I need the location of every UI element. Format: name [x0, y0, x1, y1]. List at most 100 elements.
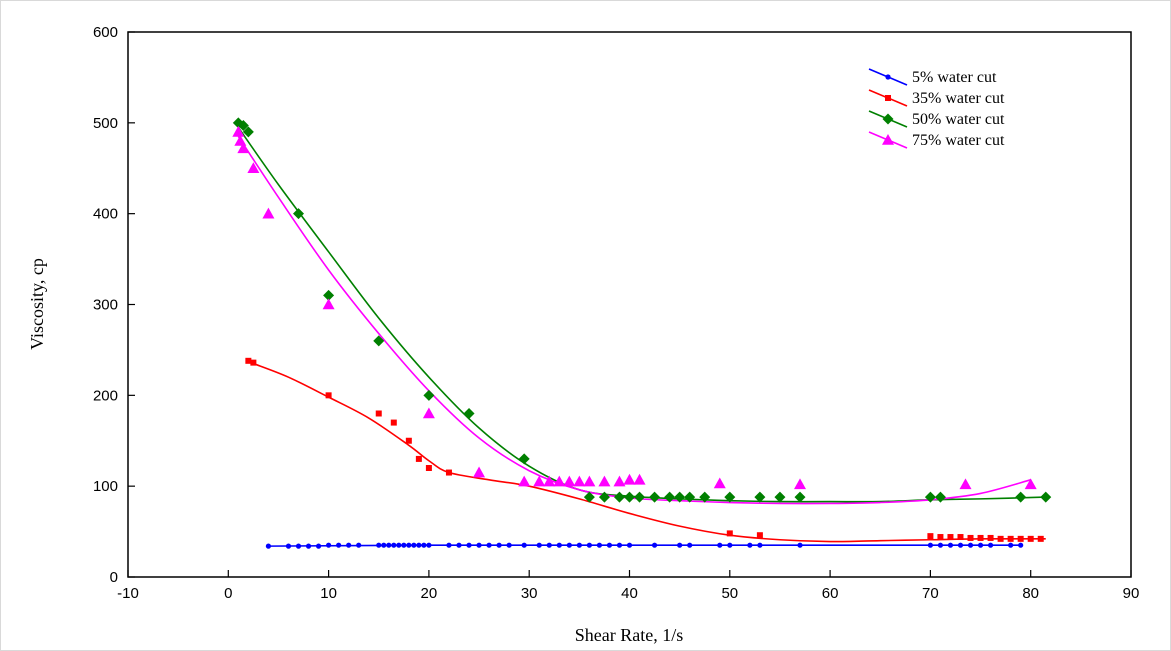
series-2-points [232, 117, 1052, 503]
data-point-square [947, 534, 954, 541]
data-point-square [375, 410, 382, 417]
data-point-circle [947, 542, 954, 548]
legend-label: 50% water cut [912, 111, 1005, 128]
data-point-square [756, 532, 763, 539]
data-point-diamond [583, 491, 595, 503]
data-point-circle [386, 542, 392, 548]
x-tick-label: 60 [822, 585, 839, 602]
x-tick-label: 50 [721, 585, 738, 602]
data-point-triangle [613, 475, 626, 487]
data-point-circle [411, 542, 417, 548]
data-point-triangle [794, 478, 807, 490]
plot-area: -10 0 10 20 30 40 50 60 70 80 90 01002003004005006… [93, 24, 1139, 602]
data-point-square [997, 535, 1004, 542]
data-point-circle [446, 542, 452, 548]
data-point-square [927, 533, 934, 540]
legend-marker [885, 95, 891, 101]
data-point-circle [305, 543, 312, 549]
data-point-square [1007, 535, 1014, 542]
legend-label: 35% water cut [912, 90, 1005, 107]
data-point-triangle [713, 477, 726, 489]
legend-label: 75% water cut [912, 132, 1005, 149]
data-point-diamond [649, 491, 661, 503]
data-point-triangle [553, 475, 566, 487]
data-point-circle [797, 542, 803, 548]
data-point-circle [466, 542, 472, 548]
data-point-triangle [237, 142, 250, 154]
data-point-triangle [518, 475, 531, 487]
legend-label: 5% water cut [912, 69, 997, 86]
y-tick-label: 600 [93, 24, 118, 41]
data-point-triangle [1024, 478, 1037, 490]
data-point-diamond [423, 389, 435, 401]
data-point-square [726, 530, 733, 537]
data-point-circle [521, 542, 527, 548]
data-point-circle [315, 543, 322, 549]
data-point-circle [977, 542, 984, 548]
data-point-diamond [613, 491, 625, 503]
data-point-square [967, 534, 974, 541]
data-point-circle [401, 542, 407, 548]
series-0-points [265, 542, 1024, 549]
x-tick-label: 70 [922, 585, 939, 602]
x-axis-title: Shear Rate, 1/s [575, 625, 683, 645]
y-tick-label: 100 [93, 478, 118, 495]
y-tick-label: 500 [93, 115, 118, 132]
data-point-circle [406, 542, 412, 548]
data-point-triangle [322, 298, 335, 310]
legend-marker [882, 113, 894, 125]
data-point-circle [476, 542, 482, 548]
data-point-circle [556, 542, 562, 548]
data-point-circle [391, 542, 397, 548]
data-point-circle [717, 542, 723, 548]
fit-line-series-3 [237, 136, 1031, 505]
data-point-circle [677, 542, 683, 548]
data-point-triangle [422, 407, 435, 419]
data-point-diamond [242, 126, 254, 138]
data-point-diamond [774, 491, 786, 503]
data-point-diamond [1040, 491, 1052, 503]
data-point-circle [957, 542, 964, 548]
data-point-diamond [598, 491, 610, 503]
x-axis-ticks: -10 0 10 20 30 40 50 60 70 80 90 [117, 570, 1139, 602]
data-point-square [415, 455, 422, 462]
legend: 5% water cut 35% water cut 50% water cut 75… [868, 68, 1005, 149]
data-point-triangle [262, 207, 275, 219]
y-tick-label: 400 [93, 206, 118, 223]
data-point-circle [381, 542, 387, 548]
data-point-diamond [293, 208, 305, 220]
data-point-diamond [237, 120, 249, 132]
data-point-square [977, 534, 984, 541]
data-point-square [957, 534, 964, 541]
fit-line-series-2 [237, 126, 1046, 503]
data-point-circle [757, 542, 763, 548]
data-point-diamond [232, 117, 244, 129]
x-tick-label: 10 [320, 585, 337, 602]
data-point-square [445, 469, 452, 476]
x-tick-label: 90 [1123, 585, 1140, 602]
data-point-circle [546, 542, 552, 548]
data-point-diamond [634, 491, 646, 503]
data-point-diamond [463, 408, 475, 419]
data-point-circle [596, 542, 603, 548]
x-tick-label: 20 [421, 585, 438, 602]
data-point-circle [626, 542, 633, 548]
data-point-triangle [583, 475, 596, 487]
y-tick-label: 0 [110, 569, 118, 586]
data-point-triangle [959, 478, 972, 490]
data-point-circle [1018, 542, 1024, 548]
data-point-square [425, 465, 432, 471]
data-point-diamond [794, 491, 806, 503]
data-point-circle [586, 542, 592, 548]
data-point-circle [265, 543, 272, 549]
data-point-circle [326, 542, 332, 548]
data-point-square [325, 392, 332, 399]
data-point-circle [616, 542, 623, 548]
data-point-square [1017, 535, 1024, 542]
data-point-triangle [598, 475, 611, 487]
data-point-diamond [624, 491, 635, 503]
data-point-circle [967, 542, 974, 548]
data-point-diamond [323, 289, 335, 301]
data-point-circle [496, 542, 502, 548]
data-point-circle [456, 542, 462, 548]
